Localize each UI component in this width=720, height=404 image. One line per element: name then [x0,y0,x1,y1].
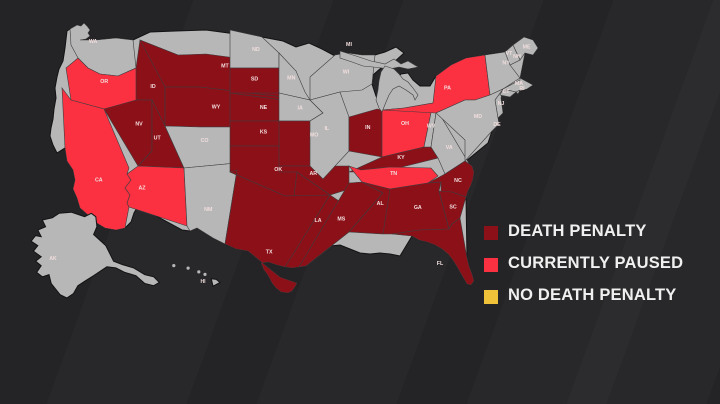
svg-text:TN: TN [390,171,397,177]
svg-text:GA: GA [414,205,422,211]
svg-text:WY: WY [212,105,221,111]
svg-text:VA: VA [446,145,453,151]
svg-text:LA: LA [314,218,321,224]
svg-text:AZ: AZ [138,186,146,192]
svg-text:KY: KY [397,155,405,161]
svg-text:SD: SD [251,77,259,83]
svg-text:NM: NM [204,207,213,213]
svg-text:FL: FL [437,261,444,267]
svg-text:MO: MO [310,132,319,138]
svg-text:MN: MN [287,76,295,82]
svg-text:WA: WA [89,39,98,45]
svg-text:MS: MS [337,217,345,223]
svg-text:VT: VT [506,51,514,57]
svg-text:AK: AK [49,256,57,262]
svg-text:OR: OR [100,79,108,85]
svg-text:NJ: NJ [498,101,505,107]
svg-text:IA: IA [298,106,303,112]
svg-text:CT: CT [502,89,510,95]
svg-text:NY: NY [502,60,510,66]
svg-text:OH: OH [401,121,409,127]
svg-text:ME: ME [523,44,531,50]
svg-text:OK: OK [274,167,282,173]
svg-text:WI: WI [343,69,350,75]
svg-text:AR: AR [309,171,317,177]
svg-text:DE: DE [493,122,501,128]
svg-text:CA: CA [95,177,103,183]
svg-text:NC: NC [454,178,462,184]
svg-text:IN: IN [365,125,370,131]
svg-text:TX: TX [266,250,273,256]
svg-text:CO: CO [201,138,209,144]
svg-text:PA: PA [444,85,451,91]
svg-text:ND: ND [252,47,260,53]
svg-text:KS: KS [260,130,268,136]
svg-text:MD: MD [474,114,482,120]
svg-text:HI: HI [201,279,207,285]
svg-text:RI: RI [519,86,525,92]
svg-text:NV: NV [135,121,143,127]
svg-text:UT: UT [154,136,162,142]
svg-text:NH: NH [513,54,521,60]
svg-text:MT: MT [221,64,229,70]
svg-text:NE: NE [260,105,268,111]
svg-text:WV: WV [427,124,436,130]
svg-text:SC: SC [449,205,457,211]
svg-text:ID: ID [150,84,155,90]
svg-text:MI: MI [346,42,352,48]
svg-text:IL: IL [324,126,329,132]
svg-text:AL: AL [377,201,385,207]
